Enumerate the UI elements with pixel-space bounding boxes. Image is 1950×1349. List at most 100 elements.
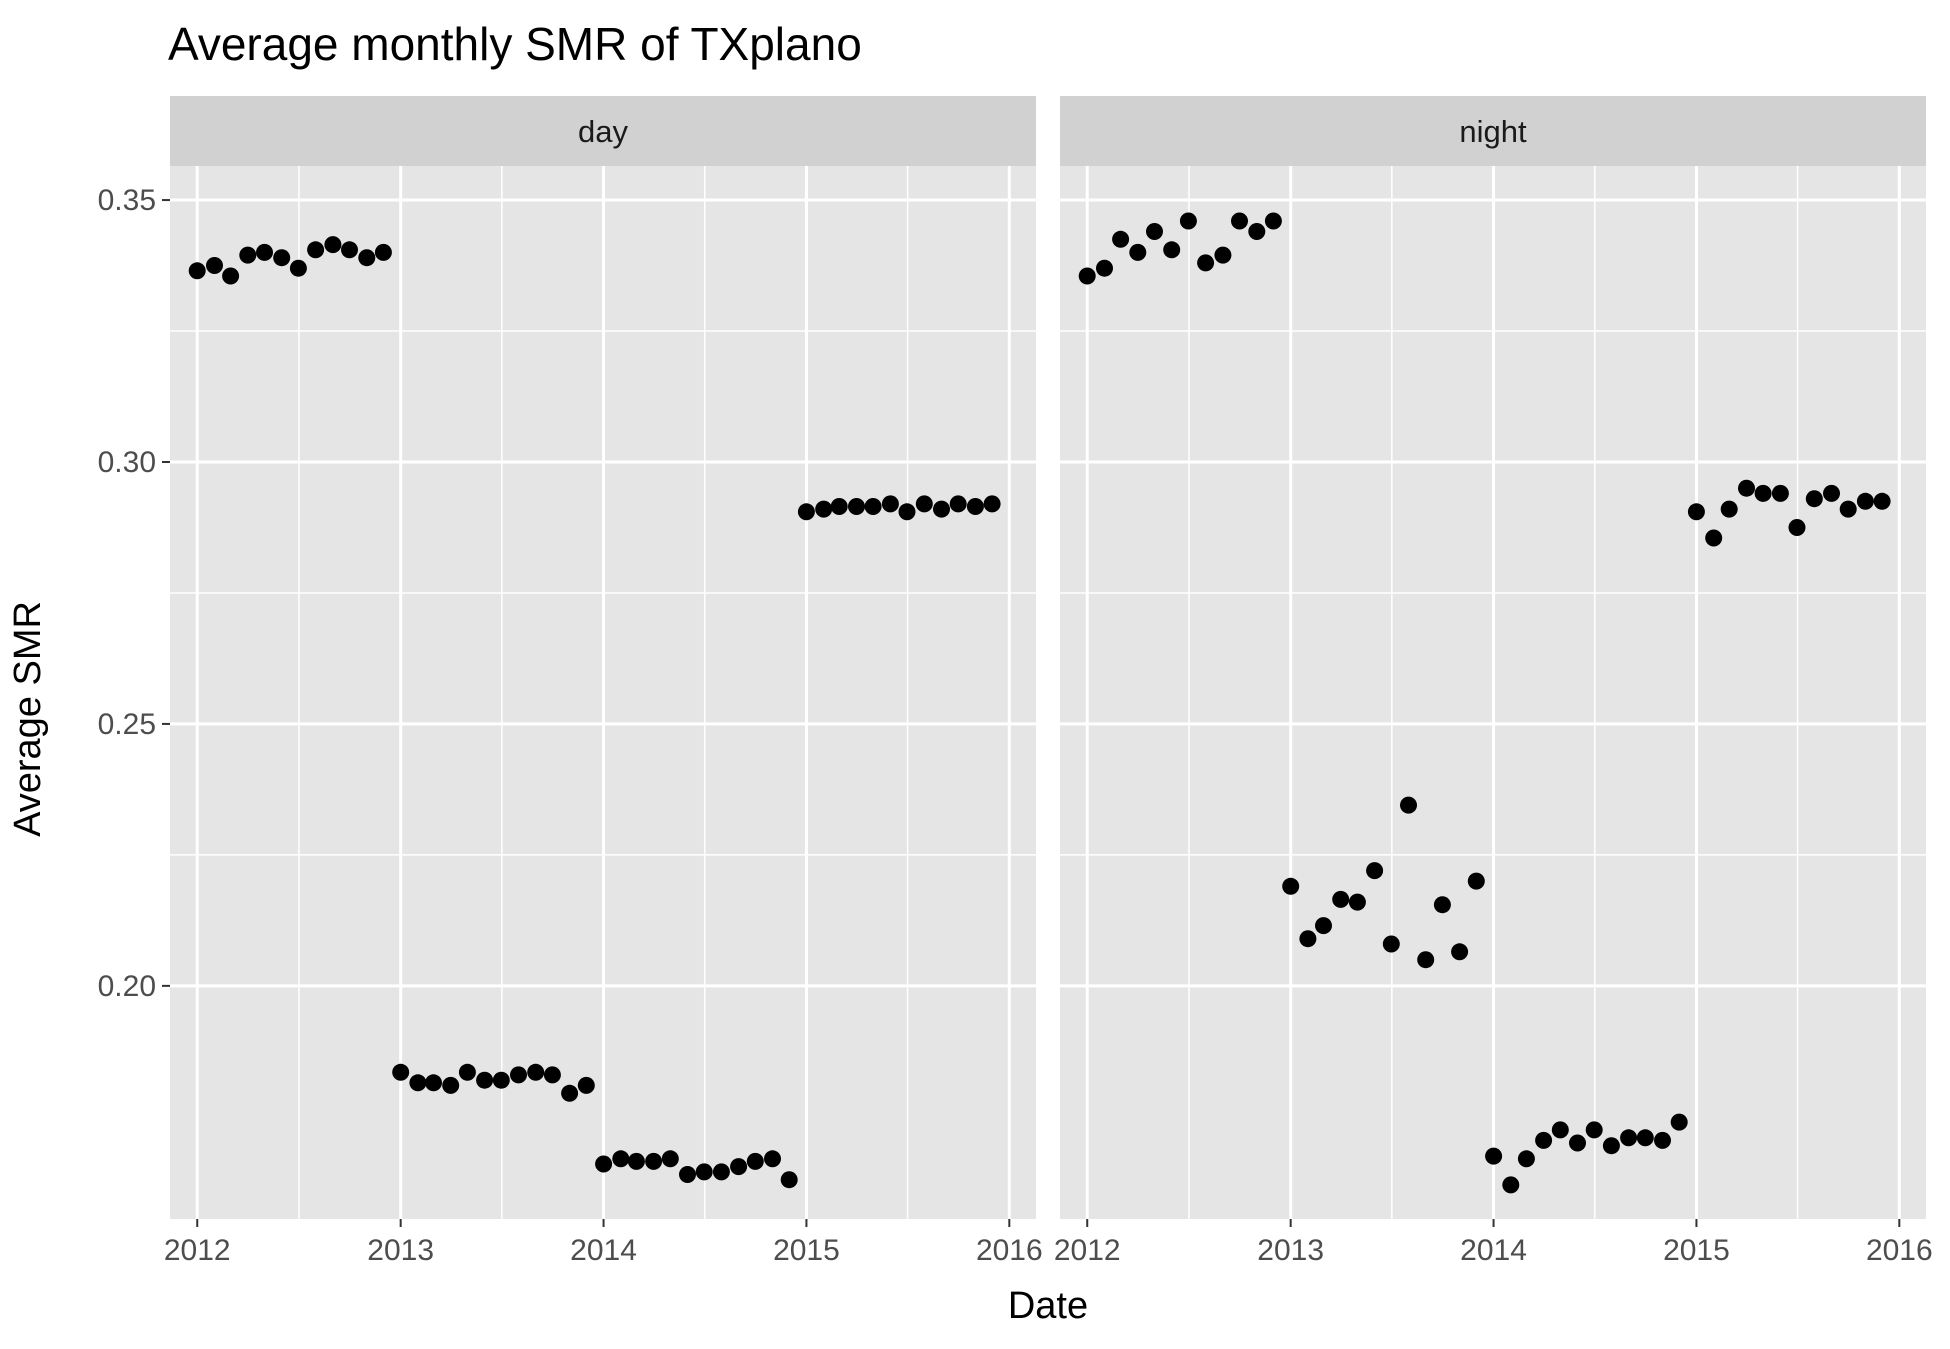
data-point	[1856, 492, 1874, 510]
data-point	[543, 1066, 561, 1084]
x-tick-label: 2014	[570, 1234, 637, 1267]
x-axis-title: Date	[1008, 1285, 1088, 1327]
x-tick-label: 2013	[367, 1234, 434, 1267]
data-point	[256, 243, 273, 261]
facet-strip-label: day	[578, 114, 628, 149]
data-point	[289, 259, 307, 277]
data-point	[627, 1152, 645, 1170]
data-point	[1366, 862, 1384, 880]
data-point	[1214, 246, 1232, 264]
data-point	[1805, 490, 1823, 508]
data-point	[780, 1171, 798, 1189]
data-point	[1096, 259, 1113, 277]
data-point	[341, 241, 358, 259]
data-point	[425, 1074, 442, 1092]
data-point	[645, 1152, 663, 1170]
data-point	[409, 1074, 427, 1092]
data-point	[1332, 890, 1350, 908]
data-point	[1823, 484, 1840, 502]
data-point	[1636, 1129, 1654, 1147]
data-point	[1569, 1134, 1586, 1152]
data-point	[612, 1150, 630, 1168]
data-point	[712, 1163, 730, 1181]
data-point	[1602, 1137, 1620, 1155]
x-tick-label: 2012	[1054, 1234, 1121, 1267]
facet-panel-night: night 2012 2013 2014 2015 2016	[1054, 96, 1933, 1267]
data-point	[915, 495, 933, 513]
chart-title: Average monthly SMR of TXplano	[168, 18, 862, 70]
data-point	[1248, 223, 1266, 240]
data-point	[358, 249, 376, 267]
data-point	[1382, 935, 1400, 953]
y-tick-label: 0.25	[98, 708, 156, 741]
x-tick-label: 2012	[164, 1234, 231, 1267]
data-point	[1467, 872, 1485, 890]
data-point	[1417, 951, 1435, 969]
y-tick-label: 0.30	[98, 446, 156, 479]
facet-panels: day 2012 2013 2014 2015 2016 0.20 0.25 0.30 0.35 n…	[98, 96, 1933, 1267]
data-point	[898, 503, 916, 521]
data-point	[1502, 1176, 1520, 1194]
data-point	[695, 1163, 713, 1181]
data-point	[764, 1150, 781, 1168]
data-point	[1282, 877, 1300, 895]
data-point	[1687, 503, 1705, 521]
data-point	[595, 1155, 613, 1173]
data-point	[1585, 1121, 1603, 1139]
data-point	[492, 1071, 510, 1089]
data-point	[1535, 1131, 1553, 1149]
data-point	[1771, 484, 1789, 502]
x-tick-label: 2013	[1257, 1234, 1324, 1267]
data-point	[881, 495, 899, 513]
data-point	[661, 1150, 679, 1168]
data-point	[273, 249, 291, 267]
x-tick-label: 2016	[976, 1234, 1043, 1267]
data-point	[1788, 519, 1806, 536]
data-point	[1112, 230, 1130, 248]
x-tick-label: 2016	[1866, 1234, 1933, 1267]
data-point	[1231, 212, 1248, 230]
data-point	[1839, 500, 1857, 518]
data-point	[1078, 267, 1096, 285]
data-point	[1348, 893, 1366, 911]
data-point	[983, 495, 1001, 513]
data-point	[1551, 1121, 1569, 1139]
data-point	[830, 498, 848, 515]
data-point	[392, 1063, 410, 1081]
data-point	[679, 1166, 696, 1183]
data-point	[1873, 492, 1891, 510]
data-point	[1197, 254, 1215, 272]
facet-strip-night	[1060, 96, 1926, 166]
data-point	[848, 498, 865, 515]
data-point	[510, 1066, 527, 1084]
data-point	[1163, 241, 1181, 259]
data-point	[307, 241, 325, 259]
data-point	[374, 243, 392, 261]
data-point	[1654, 1131, 1671, 1149]
data-point	[222, 267, 240, 285]
data-point	[730, 1158, 748, 1176]
data-point	[1451, 943, 1469, 961]
x-tick-label: 2015	[773, 1234, 840, 1267]
data-point	[1485, 1147, 1503, 1165]
data-point	[797, 503, 815, 521]
data-point	[1670, 1113, 1688, 1131]
data-point	[1720, 500, 1738, 518]
x-tick-label: 2014	[1460, 1234, 1527, 1267]
data-point	[442, 1076, 460, 1094]
data-point	[864, 498, 882, 515]
data-point	[561, 1084, 579, 1102]
data-point	[1179, 212, 1197, 230]
data-point	[527, 1063, 545, 1081]
data-point	[188, 262, 206, 280]
data-point	[324, 236, 342, 254]
data-point	[815, 500, 833, 518]
data-point	[933, 500, 950, 518]
data-point	[1146, 223, 1163, 240]
data-point	[1754, 484, 1772, 502]
facet-panel-day: day 2012 2013 2014 2015 2016 0.20 0.25 0.30 0.35	[98, 96, 1043, 1267]
y-tick-label: 0.35	[98, 184, 156, 217]
y-tick-label: 0.20	[98, 970, 156, 1003]
facet-strip-label: night	[1459, 114, 1527, 149]
x-tick-label: 2015	[1663, 1234, 1730, 1267]
